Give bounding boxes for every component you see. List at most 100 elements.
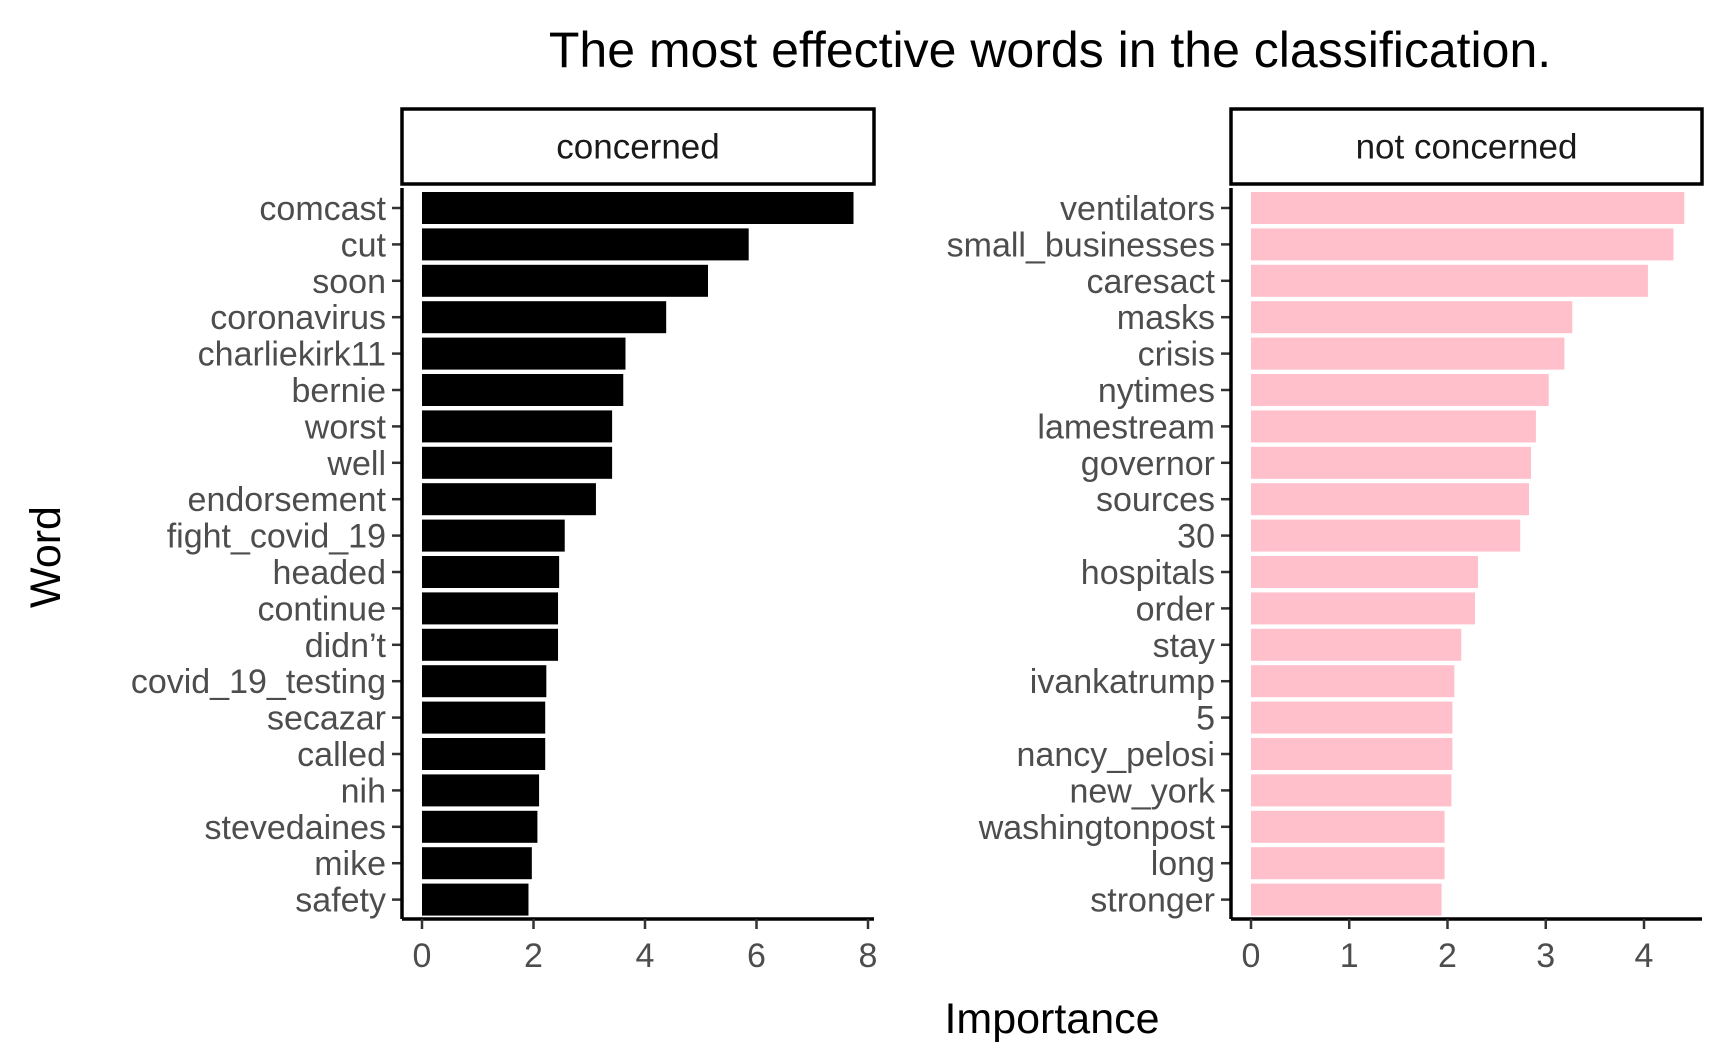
y-tick-label: comcast	[259, 190, 386, 228]
y-tick-label: cut	[341, 226, 387, 264]
bar-concerned	[422, 446, 613, 479]
bar-concerned	[422, 337, 626, 370]
bar-concerned	[422, 774, 540, 807]
bar-not-concerned	[1251, 337, 1565, 370]
y-tick-label: soon	[312, 263, 386, 301]
y-tick-label: caresact	[1087, 263, 1216, 301]
bar-not-concerned	[1251, 228, 1674, 261]
y-tick-label: called	[297, 736, 386, 774]
x-tick-label: 2	[1438, 937, 1457, 975]
bar-not-concerned	[1251, 628, 1462, 661]
y-tick-label: sources	[1096, 481, 1215, 519]
bar-not-concerned	[1251, 264, 1648, 297]
bar-not-concerned	[1251, 847, 1445, 880]
bar-not-concerned	[1251, 810, 1445, 843]
y-tick-label: ivankatrump	[1030, 663, 1215, 701]
y-tick-label: worst	[304, 408, 387, 446]
bar-concerned	[422, 738, 546, 770]
y-tick-label: stay	[1153, 627, 1215, 665]
y-tick-label: endorsement	[188, 481, 387, 519]
y-tick-label: hospitals	[1081, 554, 1215, 592]
facet-strip-concerned	[400, 107, 876, 186]
panel-not-concerned: not concerned ventilatorssmall_businesses…	[947, 107, 1704, 975]
y-tick-label: secazar	[267, 700, 386, 738]
bar-concerned	[422, 374, 624, 406]
bar-concerned	[422, 665, 547, 698]
x-axis-title: Importance	[944, 995, 1159, 1043]
y-tick-label: long	[1151, 845, 1215, 883]
bar-concerned	[422, 519, 565, 552]
bar-not-concerned	[1251, 446, 1532, 479]
bar-concerned	[422, 847, 532, 880]
y-tick-label: nytimes	[1098, 372, 1215, 410]
bar-not-concerned	[1251, 483, 1530, 516]
x-tick-label: 8	[859, 937, 878, 975]
y-tick-label: continue	[257, 590, 386, 628]
bar-concerned	[422, 483, 596, 516]
y-tick-label: coronavirus	[210, 299, 386, 337]
bar-concerned	[422, 883, 529, 916]
bar-not-concerned	[1251, 774, 1452, 807]
y-tick-label: lamestream	[1037, 408, 1215, 446]
y-tick-label: ventilators	[1060, 190, 1215, 228]
bar-not-concerned	[1251, 592, 1476, 625]
y-tick-label: charliekirk11	[198, 336, 386, 374]
y-tick-label: 5	[1196, 700, 1215, 738]
y-tick-label: crisis	[1138, 336, 1215, 374]
facet-strip-not-concerned	[1229, 107, 1704, 186]
x-tick-label: 2	[524, 937, 543, 975]
y-tick-label: order	[1136, 590, 1215, 628]
bar-concerned	[422, 410, 613, 443]
bar-concerned	[422, 810, 538, 843]
y-tick-label: nancy_pelosi	[1017, 736, 1215, 774]
bar-not-concerned	[1251, 701, 1453, 734]
bar-concerned	[422, 192, 854, 224]
y-tick-label: new_york	[1069, 772, 1216, 810]
bar-not-concerned	[1251, 519, 1521, 552]
y-tick-label: masks	[1117, 299, 1215, 337]
bar-not-concerned	[1251, 192, 1685, 224]
y-tick-label: covid_19_testing	[131, 663, 386, 701]
bar-concerned	[422, 592, 559, 625]
y-axis-title: Word	[22, 506, 70, 608]
bar-not-concerned	[1251, 410, 1536, 443]
bar-not-concerned	[1251, 665, 1455, 698]
x-tick-label: 4	[1635, 937, 1654, 975]
y-tick-label: governor	[1081, 445, 1215, 483]
y-tick-label: headed	[273, 554, 386, 592]
y-tick-label: safety	[295, 882, 386, 920]
x-tick-label: 3	[1536, 937, 1555, 975]
bar-not-concerned	[1251, 374, 1549, 406]
y-tick-label: fight_covid_19	[167, 518, 386, 556]
bar-concerned	[422, 228, 749, 261]
panel-concerned: concerned comcastcutsooncoronaviruscharli…	[131, 107, 878, 975]
bar-not-concerned	[1251, 883, 1442, 916]
facet-strip-label: not concerned	[1356, 128, 1578, 167]
x-tick-label: 0	[413, 937, 432, 975]
y-tick-label: stronger	[1090, 882, 1215, 920]
facet-panels: concerned comcastcutsooncoronaviruscharli…	[131, 107, 1704, 975]
bar-concerned	[422, 628, 559, 661]
bar-not-concerned	[1251, 556, 1478, 588]
bar-not-concerned	[1251, 738, 1453, 770]
bar-concerned	[422, 301, 667, 334]
y-tick-label: stevedaines	[205, 809, 386, 847]
y-tick-label: well	[326, 445, 386, 483]
bar-concerned	[422, 264, 708, 297]
y-tick-label: mike	[314, 845, 386, 883]
y-tick-label: bernie	[291, 372, 386, 410]
chart-title: The most effective words in the classifi…	[549, 22, 1551, 78]
x-tick-label: 0	[1242, 937, 1261, 975]
y-tick-label: didn’t	[305, 627, 387, 665]
bar-concerned	[422, 701, 546, 734]
y-tick-label: small_businesses	[947, 226, 1215, 264]
x-tick-label: 4	[636, 937, 655, 975]
y-tick-label: nih	[341, 772, 386, 810]
y-tick-label: 30	[1177, 518, 1215, 556]
x-tick-label: 1	[1340, 937, 1359, 975]
y-tick-label: washingtonpost	[978, 809, 1216, 847]
facet-strip-label: concerned	[556, 128, 719, 167]
x-tick-label: 6	[747, 937, 766, 975]
bar-not-concerned	[1251, 301, 1573, 334]
